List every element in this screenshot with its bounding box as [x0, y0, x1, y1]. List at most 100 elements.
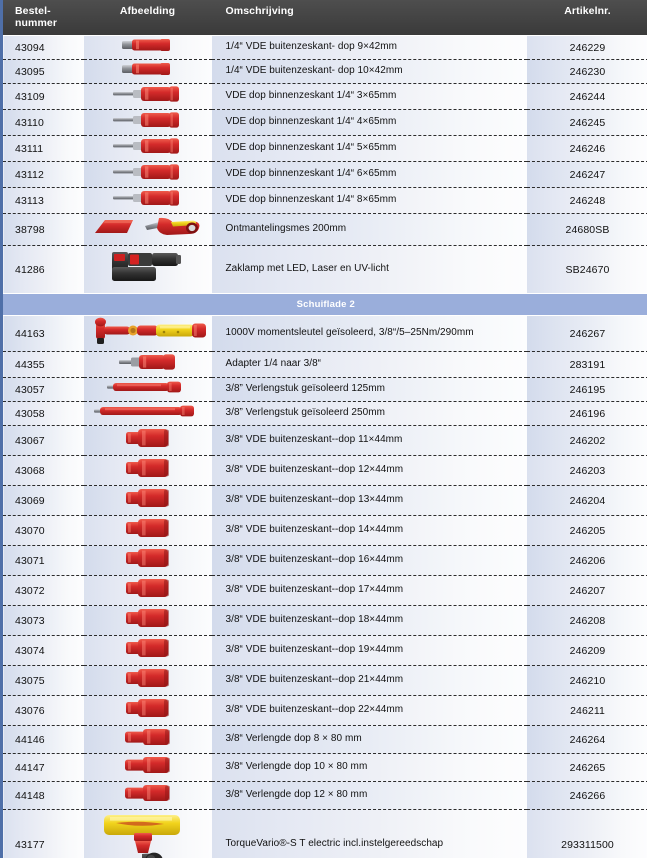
table-row[interactable]: 38798 Ontmantelingsmes 200mm 24680SB	[1, 213, 647, 246]
socket-long-icon	[123, 727, 173, 747]
cell-product-image	[83, 35, 212, 60]
table-row[interactable]: 43113 VDE dop binnenzeskant 1/4“ 8×65mm 24…	[1, 187, 647, 214]
stripping-knife-icon	[93, 215, 203, 239]
cell-order-number: 43112	[1, 161, 84, 188]
table-row[interactable]: 44148 3/8“ Verlengde dop 12 × 80 mm 246266	[1, 781, 647, 810]
cell-order-number: 44146	[1, 725, 84, 754]
cell-order-number: 43177	[1, 809, 84, 858]
cell-order-number: 43109	[1, 83, 84, 110]
cell-article-number: 246265	[526, 753, 647, 782]
flashlight-icon	[108, 247, 188, 287]
cell-order-number: 41286	[1, 245, 84, 294]
cell-product-image	[83, 59, 212, 84]
cell-description: VDE dop binnenzeskant 1/4“ 5×65mm	[211, 135, 527, 162]
cell-product-image	[83, 135, 212, 162]
section-header-label: Schuiflade 2	[1, 293, 647, 316]
extension-250-icon	[92, 404, 204, 418]
cell-order-number: 44148	[1, 781, 84, 810]
socket-med-icon	[124, 697, 172, 719]
cell-product-image	[83, 753, 212, 782]
cell-description: Zaklamp met LED, Laser en UV-licht	[211, 245, 527, 294]
table-row[interactable]: 43094 1/4“ VDE buitenzeskant- dop 9×42mm 2…	[1, 35, 647, 60]
cell-article-number: 246246	[526, 135, 647, 162]
cell-article-number: 246210	[526, 665, 647, 696]
cell-product-image	[83, 351, 212, 378]
cell-article-number: 246245	[526, 109, 647, 136]
cell-description: 3/8“ VDE buitenzeskant--dop 22×44mm	[211, 695, 527, 726]
cell-description: 3/8“ VDE buitenzeskant--dop 12×44mm	[211, 455, 527, 486]
column-header-ordernumber: Bestel- nummer	[1, 0, 84, 36]
cell-article-number: 246267	[526, 315, 647, 352]
table-row[interactable]: 43110 VDE dop binnenzeskant 1/4“ 4×65mm 24…	[1, 109, 647, 136]
cell-description: 3/8“ Verlengde dop 12 × 80 mm	[211, 781, 527, 810]
cell-order-number: 43094	[1, 35, 84, 60]
cell-order-number: 43072	[1, 575, 84, 606]
cell-product-image	[83, 245, 212, 294]
extension-125-icon	[105, 380, 191, 394]
table-row[interactable]: 43072 3/8“ VDE buitenzeskant--dop 17×44mm…	[1, 575, 647, 606]
table-row[interactable]: 43069 3/8“ VDE buitenzeskant--dop 13×44mm…	[1, 485, 647, 516]
socket-med-icon	[124, 547, 172, 569]
adapter-socket-icon	[117, 353, 179, 371]
socket-small-icon	[120, 61, 176, 77]
cell-order-number: 43075	[1, 665, 84, 696]
cell-product-image	[83, 485, 212, 516]
cell-order-number: 38798	[1, 213, 84, 246]
table-row[interactable]: 43073 3/8“ VDE buitenzeskant--dop 18×44mm…	[1, 605, 647, 636]
table-row[interactable]: 43112 VDE dop binnenzeskant 1/4“ 6×65mm 24…	[1, 161, 647, 188]
cell-description: 3/8“ VDE buitenzeskant--dop 19×44mm	[211, 635, 527, 666]
table-row[interactable]: 44147 3/8“ Verlengde dop 10 × 80 mm 246265	[1, 753, 647, 782]
column-header-image: Afbeelding	[83, 0, 212, 36]
cell-article-number: 24680SB	[526, 213, 647, 246]
cell-article-number: 246248	[526, 187, 647, 214]
cell-product-image	[83, 809, 212, 858]
cell-product-image	[83, 213, 212, 246]
table-row[interactable]: 43067 3/8“ VDE buitenzeskant--dop 11×44mm…	[1, 425, 647, 456]
cell-article-number: 246206	[526, 545, 647, 576]
table-row[interactable]: 43076 3/8“ VDE buitenzeskant--dop 22×44mm…	[1, 695, 647, 726]
cell-order-number: 43068	[1, 455, 84, 486]
table-row[interactable]: 43075 3/8“ VDE buitenzeskant--dop 21×44mm…	[1, 665, 647, 696]
table-row[interactable]: 43057 3/8” Verlengstuk geïsoleerd 125mm 24…	[1, 377, 647, 402]
cell-article-number: 293311500	[526, 809, 647, 858]
table-row[interactable]: 43177 TorqueVario®-S T electric incl.inst…	[1, 809, 647, 858]
cell-article-number: 283191	[526, 351, 647, 378]
table-row[interactable]: 41286 Zaklamp met LED, Laser en UV-licht S…	[1, 245, 647, 294]
cell-order-number: 43070	[1, 515, 84, 546]
cell-description: 3/8“ Verlengde dop 8 × 80 mm	[211, 725, 527, 754]
cell-product-image	[83, 401, 212, 426]
cell-description: 1000V momentsleutel geïsoleerd, 3/8“/5–2…	[211, 315, 527, 352]
table-row[interactable]: 43058 3/8” Verlengstuk geïsoleerd 250mm 24…	[1, 401, 647, 426]
cell-product-image	[83, 455, 212, 486]
socket-med-icon	[124, 667, 172, 689]
cell-description: Adapter 1/4 naar 3/8“	[211, 351, 527, 378]
socket-med-icon	[124, 427, 172, 449]
table-row[interactable]: 43071 3/8“ VDE buitenzeskant--dop 16×44mm…	[1, 545, 647, 576]
cell-order-number: 43057	[1, 377, 84, 402]
table-row[interactable]: 43109 VDE dop binnenzeskant 1/4“ 3×65mm 24…	[1, 83, 647, 110]
hex-bit-socket-icon	[111, 85, 185, 103]
table-row[interactable]: 44163 1000V momentsleutel geïsoleerd, 3/8…	[1, 315, 647, 352]
torquevario-icon	[94, 811, 202, 858]
cell-description: 3/8” Verlengstuk geïsoleerd 250mm	[211, 401, 527, 426]
table-header: Bestel- nummer Afbeelding Omschrijving A…	[1, 0, 647, 36]
cell-order-number: 44355	[1, 351, 84, 378]
cell-order-number: 43073	[1, 605, 84, 636]
table-row[interactable]: 43070 3/8“ VDE buitenzeskant--dop 14×44mm…	[1, 515, 647, 546]
table-row[interactable]: 44355 Adapter 1/4 naar 3/8“ 283191	[1, 351, 647, 378]
table-row[interactable]: 43111 VDE dop binnenzeskant 1/4“ 5×65mm 24…	[1, 135, 647, 162]
cell-product-image	[83, 605, 212, 636]
socket-long-icon	[123, 783, 173, 803]
table-row[interactable]: 43074 3/8“ VDE buitenzeskant--dop 19×44mm…	[1, 635, 647, 666]
cell-product-image	[83, 665, 212, 696]
cell-product-image	[83, 725, 212, 754]
cell-description: 3/8“ VDE buitenzeskant--dop 11×44mm	[211, 425, 527, 456]
cell-order-number: 43110	[1, 109, 84, 136]
cell-description: VDE dop binnenzeskant 1/4“ 6×65mm	[211, 161, 527, 188]
cell-product-image	[83, 315, 212, 352]
socket-med-icon	[124, 517, 172, 539]
table-row[interactable]: 43068 3/8“ VDE buitenzeskant--dop 12×44mm…	[1, 455, 647, 486]
table-row[interactable]: 44146 3/8“ Verlengde dop 8 × 80 mm 246264	[1, 725, 647, 754]
table-row[interactable]: 43095 1/4“ VDE buitenzeskant- dop 10×42mm…	[1, 59, 647, 84]
